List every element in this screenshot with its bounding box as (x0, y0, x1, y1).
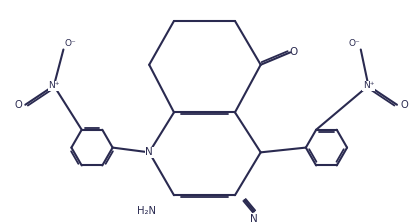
Text: O⁻: O⁻ (348, 39, 360, 48)
Text: H₂N: H₂N (137, 206, 156, 216)
Text: N: N (145, 147, 153, 157)
Text: O⁻: O⁻ (64, 39, 76, 48)
Text: N⁺: N⁺ (48, 81, 59, 90)
Text: N⁺: N⁺ (363, 81, 374, 90)
Text: O: O (289, 47, 297, 57)
Text: O: O (15, 100, 22, 110)
Text: N: N (250, 214, 258, 224)
Text: O: O (400, 100, 408, 110)
